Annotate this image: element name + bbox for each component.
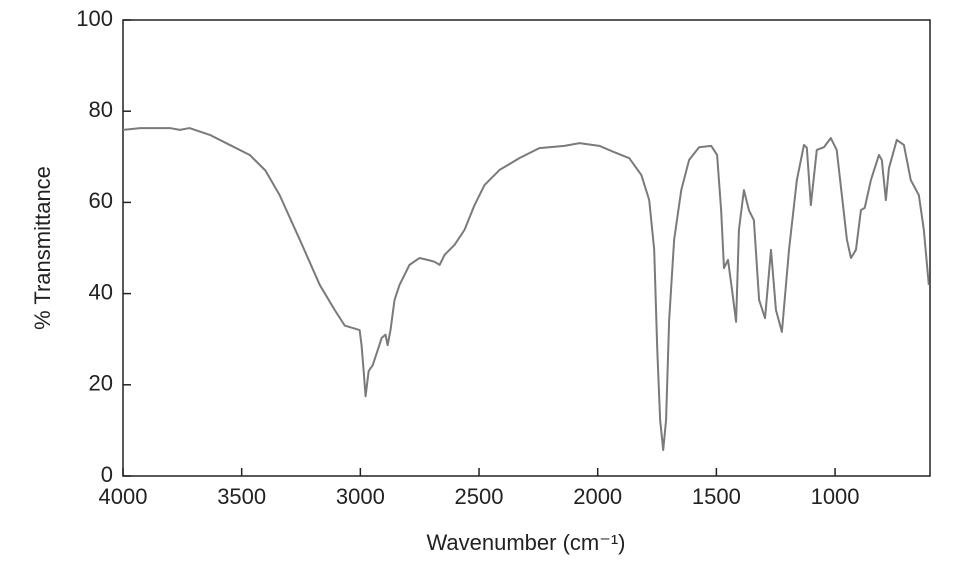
y-tick-label: 0 [101, 462, 113, 487]
x-tick-label: 3500 [217, 484, 266, 509]
x-tick-label: 2000 [573, 484, 622, 509]
y-tick-label: 60 [89, 188, 113, 213]
x-tick-label: 1000 [811, 484, 860, 509]
x-tick-label: 1500 [692, 484, 741, 509]
y-axis-label: % Transmittance [30, 166, 55, 330]
spectrum-line [122, 127, 930, 452]
y-tick-label: 80 [89, 97, 113, 122]
x-axis-label: Wavenumber (cm⁻¹) [426, 530, 625, 555]
x-tick-label: 4000 [99, 484, 148, 509]
x-tick-label: 3000 [336, 484, 385, 509]
y-tick-label: 40 [89, 279, 113, 304]
plot-frame [122, 19, 931, 477]
x-tick-label: 2500 [455, 484, 504, 509]
y-tick-label: 100 [76, 6, 113, 31]
y-tick-label: 20 [89, 371, 113, 396]
